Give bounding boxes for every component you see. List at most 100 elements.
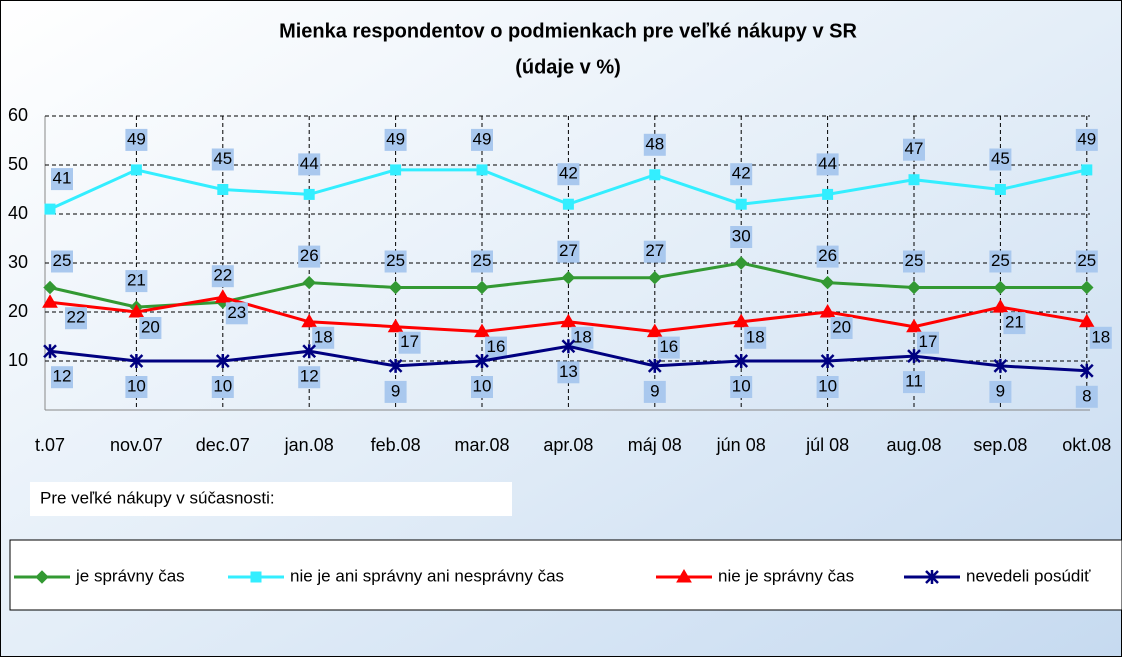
x-tick-label: sep.08 xyxy=(973,435,1027,455)
marker xyxy=(907,280,921,295)
marker xyxy=(648,270,662,285)
label-bg xyxy=(384,128,407,151)
label-bg xyxy=(1075,250,1098,273)
data-label: 25 xyxy=(386,251,405,270)
chart-title: Mienka respondentov o podmienkach pre ve… xyxy=(279,20,857,42)
label-bg xyxy=(657,336,680,359)
label-bg xyxy=(471,250,493,273)
label-bg xyxy=(989,380,1012,403)
data-label: 25 xyxy=(473,251,492,270)
legend-marker xyxy=(250,571,262,583)
marker xyxy=(561,339,576,354)
marker xyxy=(474,323,490,338)
marker xyxy=(1080,280,1094,295)
label-bg xyxy=(298,245,321,268)
data-label: 49 xyxy=(127,129,146,148)
x-tick-label: aug.08 xyxy=(886,435,941,455)
legend-label: nie je ani správny ani nesprávny čas xyxy=(290,566,564,585)
data-label: 21 xyxy=(1005,313,1024,332)
legend-label: nevedeli posúdiť xyxy=(966,566,1091,585)
data-label: 49 xyxy=(473,129,492,148)
label-bg xyxy=(643,240,666,263)
x-tick-label: mar.08 xyxy=(454,435,509,455)
marker xyxy=(128,304,145,318)
marker xyxy=(993,358,1008,373)
x-tick-label: dec.07 xyxy=(196,435,250,455)
label-bg xyxy=(211,376,234,398)
label-bg xyxy=(211,265,234,288)
label-bg xyxy=(298,366,321,389)
label-bg xyxy=(125,376,148,398)
data-label: 16 xyxy=(487,337,506,356)
data-label: 18 xyxy=(746,327,765,346)
marker xyxy=(908,174,920,186)
data-label: 17 xyxy=(400,332,419,351)
data-label: 18 xyxy=(314,327,333,346)
data-label: 20 xyxy=(141,317,160,336)
marker xyxy=(647,358,662,373)
marker xyxy=(819,304,836,318)
label-bg xyxy=(730,376,753,398)
legend-marker xyxy=(35,570,49,584)
marker xyxy=(388,358,403,373)
x-tick-label: máj 08 xyxy=(628,435,682,455)
data-label: 49 xyxy=(386,129,405,148)
label-bg xyxy=(917,331,939,354)
label-bg xyxy=(989,148,1012,171)
label-bg xyxy=(125,270,148,293)
label-bg xyxy=(643,133,666,156)
label-bg xyxy=(384,250,407,273)
label-bg xyxy=(125,128,148,151)
data-label: 13 xyxy=(559,362,578,381)
data-label: 27 xyxy=(645,241,664,260)
note: Pre veľké nákupy v súčasnosti: xyxy=(40,488,275,507)
marker xyxy=(994,184,1006,195)
data-label: 30 xyxy=(732,226,751,245)
x-tick-label: t.07 xyxy=(35,435,65,455)
data-label: 23 xyxy=(227,303,246,322)
data-label: 9 xyxy=(996,381,1005,400)
label-bg xyxy=(903,250,925,273)
marker xyxy=(822,188,834,200)
label-bg xyxy=(557,361,580,384)
marker xyxy=(992,299,1009,313)
marker xyxy=(1079,363,1094,378)
label-bg xyxy=(65,307,87,330)
label-bg xyxy=(471,128,493,151)
marker xyxy=(476,164,488,176)
label-bg xyxy=(485,336,507,359)
label-bg xyxy=(139,317,162,339)
marker xyxy=(1078,313,1095,328)
marker xyxy=(646,323,663,338)
data-label: 42 xyxy=(559,164,578,183)
label-bg xyxy=(557,240,580,263)
label-bg xyxy=(1089,326,1112,349)
y-tick-label: 10 xyxy=(8,350,28,370)
marker xyxy=(302,275,316,290)
label-bg xyxy=(903,371,925,394)
legend-marker xyxy=(925,570,939,584)
note-box xyxy=(30,482,512,516)
marker xyxy=(303,188,315,200)
data-label: 45 xyxy=(991,149,1010,168)
data-label: 45 xyxy=(213,149,232,168)
label-bg xyxy=(903,138,925,161)
data-label: 25 xyxy=(1077,251,1096,270)
label-bg xyxy=(989,250,1012,273)
x-tick-label: feb.08 xyxy=(371,435,421,455)
marker xyxy=(734,256,748,270)
marker xyxy=(735,198,747,210)
x-tick-label: jún 08 xyxy=(716,435,766,455)
marker xyxy=(215,354,230,368)
x-tick-label: jan.08 xyxy=(284,435,334,455)
marker xyxy=(43,280,57,295)
data-label: 22 xyxy=(67,308,86,327)
label-bg xyxy=(51,250,73,273)
label-bg xyxy=(816,376,839,398)
data-label: 10 xyxy=(818,376,837,395)
data-label: 25 xyxy=(991,251,1010,270)
y-tick-label: 60 xyxy=(8,105,28,125)
data-label: 10 xyxy=(213,376,232,395)
marker xyxy=(302,344,317,359)
